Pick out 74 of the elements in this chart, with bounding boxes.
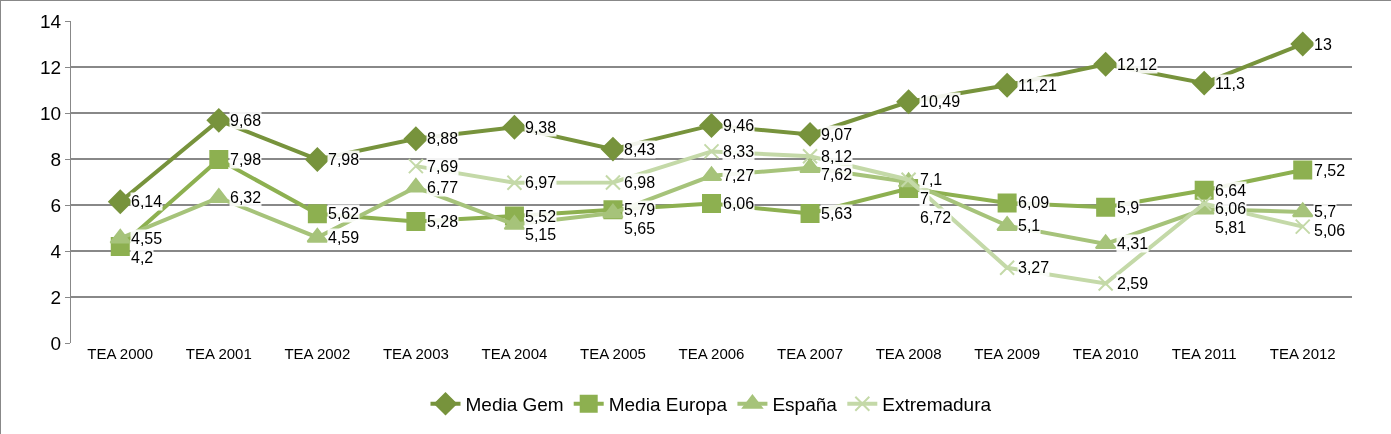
legend-label: Extremadura [882, 394, 992, 416]
data-label: 5,52 [525, 208, 557, 225]
x-tick-label: TEA 2008 [875, 345, 942, 362]
data-label: 5,06 [1314, 222, 1346, 239]
data-label: 5,9 [1117, 199, 1140, 216]
data-label: 11,21 [1018, 77, 1057, 94]
data-label: 5,79 [624, 201, 656, 218]
data-label: 11,3 [1215, 75, 1246, 92]
data-label: 7,27 [723, 167, 755, 184]
data-label: 6,64 [1215, 182, 1247, 199]
data-label: 9,46 [723, 117, 755, 134]
data-label: 6,98 [624, 174, 656, 191]
data-label: 6,09 [1018, 194, 1050, 211]
data-label: 13 [1314, 36, 1332, 53]
data-label: 4,55 [131, 230, 163, 247]
data-label: 7,62 [821, 166, 853, 183]
data-label: 4,59 [328, 229, 360, 246]
x-tick-label: TEA 2007 [777, 345, 843, 362]
y-tick-label: 10 [40, 102, 62, 124]
data-label: 8,88 [427, 130, 459, 147]
data-label: 9,38 [525, 119, 557, 136]
data-label: 4,2 [131, 249, 154, 266]
x-tick-label: TEA 2002 [284, 345, 351, 362]
data-label: 7,1 [920, 171, 943, 188]
y-tick-label: 4 [50, 240, 62, 262]
data-label: 12,12 [1117, 56, 1158, 73]
data-label: 8,33 [723, 143, 755, 160]
y-tick-label: 8 [50, 148, 62, 170]
data-label: 7,69 [427, 158, 459, 175]
data-label: 7,98 [328, 151, 360, 168]
data-label: 5,15 [525, 226, 557, 243]
data-label: 7,98 [230, 151, 262, 168]
legend-label: Media Gem [465, 394, 564, 416]
y-tick-label: 0 [50, 332, 62, 354]
data-label: 9,68 [230, 112, 262, 129]
data-label: 3,27 [1018, 259, 1050, 276]
data-label: 5,63 [821, 205, 853, 222]
data-label: 5,81 [1215, 219, 1247, 236]
y-tick-label: 6 [50, 194, 62, 216]
data-label: 9,07 [821, 126, 853, 143]
data-label: 6,32 [230, 189, 262, 206]
x-tick-label: TEA 2006 [678, 345, 745, 362]
data-label: 2,59 [1117, 275, 1149, 292]
data-label: 6,72 [920, 209, 952, 226]
x-tick-label: TEA 2005 [580, 345, 646, 362]
legend-label: España [772, 394, 838, 416]
x-tick-label: TEA 2009 [974, 345, 1041, 362]
x-tick-label: TEA 2003 [382, 345, 449, 362]
data-label: 5,62 [328, 205, 360, 222]
data-label: 6,14 [131, 193, 163, 210]
data-label: 8,43 [624, 141, 656, 158]
x-tick-label: TEA 2004 [481, 345, 548, 362]
x-tick-label: TEA 2000 [87, 345, 154, 362]
y-tick-label: 14 [40, 10, 62, 32]
data-label: 10,49 [920, 93, 961, 110]
data-label: 4,31 [1117, 235, 1149, 252]
x-tick-label: TEA 2012 [1269, 345, 1336, 362]
data-label: 5,1 [1018, 217, 1041, 234]
legend-label: Media Europa [608, 394, 728, 416]
data-label: 5,65 [624, 220, 656, 237]
data-label: 8,12 [821, 148, 853, 165]
data-label: 7 [920, 190, 929, 207]
x-tick-label: TEA 2011 [1171, 345, 1237, 362]
data-label: 5,28 [427, 213, 459, 230]
x-tick-label: TEA 2010 [1072, 345, 1139, 362]
data-label: 6,97 [525, 174, 557, 191]
y-tick-label: 2 [50, 286, 62, 308]
data-label: 6,06 [1215, 200, 1247, 217]
data-label: 7,52 [1314, 162, 1346, 179]
y-tick-label: 12 [40, 56, 62, 78]
data-label: 5,7 [1314, 203, 1337, 220]
data-label: 6,77 [427, 179, 459, 196]
x-tick-label: TEA 2001 [185, 345, 252, 362]
data-label: 6,06 [723, 195, 755, 212]
